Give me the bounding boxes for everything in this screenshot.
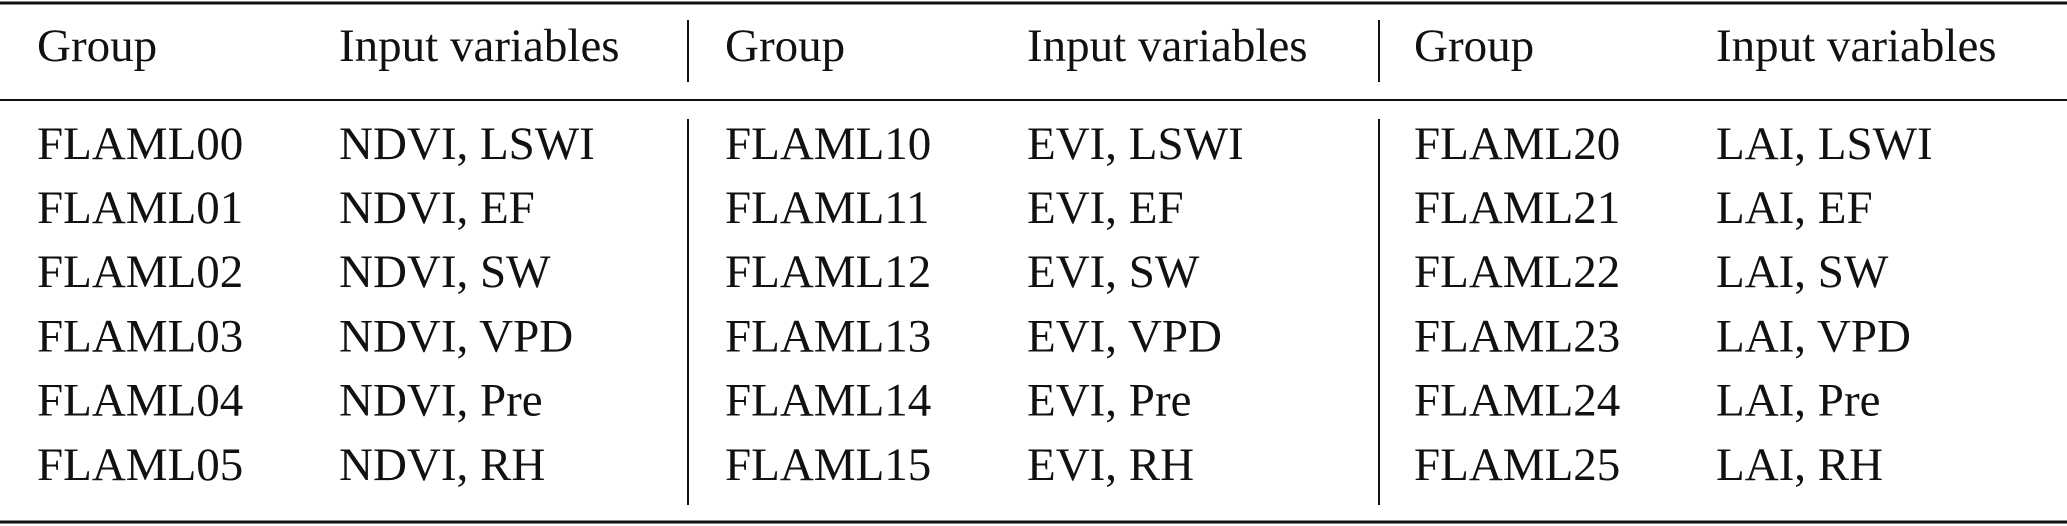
table-cell: NDVI, LSWI (339, 118, 595, 170)
table-cell: FLAML11 (725, 182, 930, 234)
table-cell: NDVI, Pre (339, 375, 543, 427)
header-cell: Input variables (1716, 20, 1997, 72)
table-cell: LAI, VPD (1716, 310, 1911, 362)
table-cell: FLAML23 (1414, 310, 1620, 362)
table-cell: LAI, LSWI (1716, 118, 1933, 170)
table-cell: LAI, Pre (1716, 375, 1880, 427)
header-cell: Input variables (339, 20, 620, 72)
table-cell: NDVI, EF (339, 182, 535, 234)
header-cell: Group (725, 20, 845, 72)
header-cell: Group (37, 20, 157, 72)
table-cell: FLAML10 (725, 118, 931, 170)
table-cell: FLAML21 (1414, 182, 1620, 234)
table-cell: EVI, LSWI (1027, 118, 1244, 170)
table-cell: NDVI, VPD (339, 310, 573, 362)
table-cell: FLAML00 (37, 118, 243, 170)
table-cell: EVI, SW (1027, 246, 1200, 298)
table-cell: FLAML15 (725, 439, 931, 491)
table-cell: EVI, EF (1027, 182, 1184, 234)
table-cell: NDVI, RH (339, 439, 545, 491)
table-cell: FLAML14 (725, 375, 931, 427)
table-cell: FLAML02 (37, 246, 243, 298)
table-cell: FLAML20 (1414, 118, 1620, 170)
header-cell: Input variables (1027, 20, 1308, 72)
table-cell: FLAML24 (1414, 375, 1620, 427)
table-cell: NDVI, SW (339, 246, 551, 298)
table-cell: LAI, RH (1716, 439, 1883, 491)
table-cell: FLAML05 (37, 439, 243, 491)
table-cell: FLAML13 (725, 310, 931, 362)
table-cell: FLAML22 (1414, 246, 1620, 298)
table-cell: LAI, EF (1716, 182, 1873, 234)
table-cell: FLAML12 (725, 246, 931, 298)
table-cell: EVI, Pre (1027, 375, 1191, 427)
table-cell: FLAML04 (37, 375, 243, 427)
table-cell: FLAML25 (1414, 439, 1620, 491)
table-cell: FLAML01 (37, 182, 243, 234)
table-cell: EVI, RH (1027, 439, 1194, 491)
table-cell: LAI, SW (1716, 246, 1889, 298)
table-cell: FLAML03 (37, 310, 243, 362)
table-cell: EVI, VPD (1027, 310, 1222, 362)
header-cell: Group (1414, 20, 1534, 72)
